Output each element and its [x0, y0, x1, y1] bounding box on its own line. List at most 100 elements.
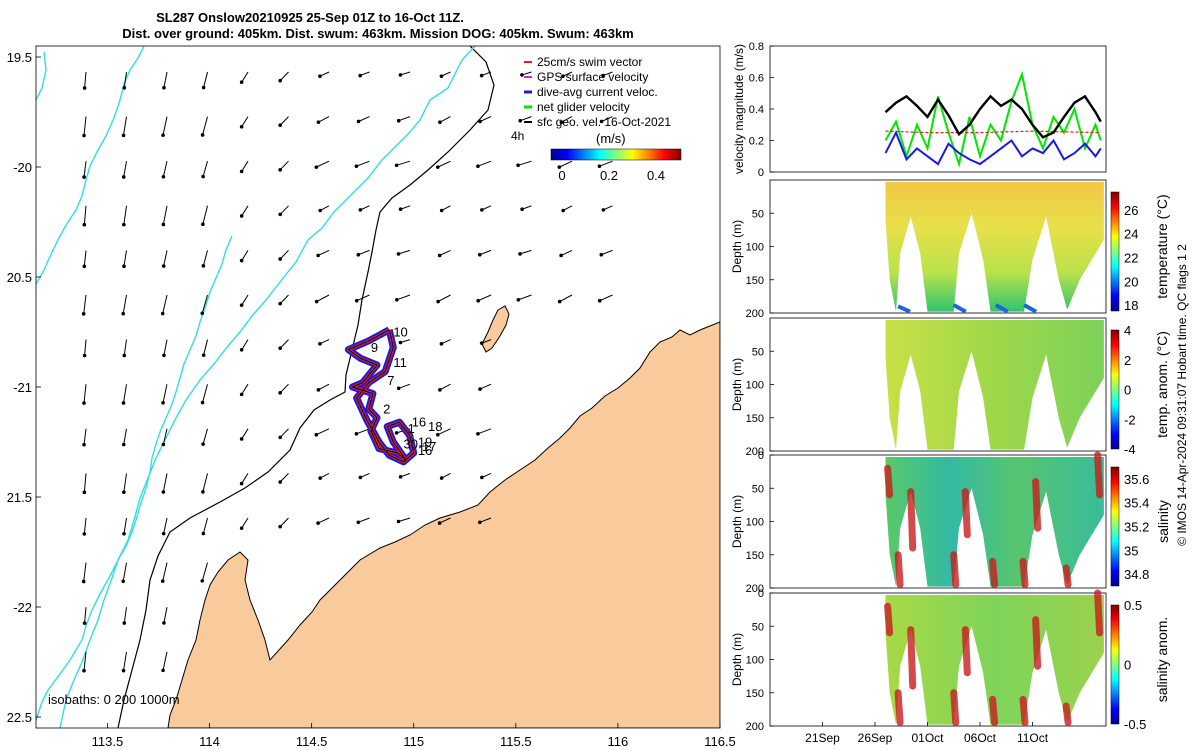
map-cbar-tick: 0.2	[600, 168, 618, 183]
day-label: 16	[418, 443, 432, 458]
velocity-arrow-head	[480, 476, 484, 480]
velocity-arrow	[124, 161, 127, 177]
velocity-arrow	[163, 473, 167, 492]
section-ytick-label: 100	[746, 655, 764, 667]
velocity-arrow-head	[202, 353, 206, 357]
velocity-arrow	[600, 295, 613, 301]
velocity-arrow-head	[316, 521, 320, 525]
velocity-arrow-head	[240, 482, 244, 486]
velocity-arrow-head	[359, 476, 363, 480]
velocity-arrow-head	[480, 208, 484, 212]
section-ylabel: Depth (m)	[730, 358, 744, 411]
section-xtick-label: 01Oct	[911, 731, 944, 745]
section-ytick-label: 50	[752, 483, 764, 495]
velocity-arrow-head	[82, 580, 86, 584]
velocity-arrow-head	[122, 223, 126, 227]
section-colorbar	[1111, 192, 1119, 311]
velocity-arrow	[242, 429, 248, 439]
velocity-arrow-head	[480, 341, 484, 345]
section-streak	[1023, 699, 1025, 722]
velocity-arrow-head	[82, 134, 86, 138]
velocity-arrow-head	[399, 207, 403, 211]
velocity-arrow-head	[518, 119, 522, 123]
day-label: 2	[383, 401, 390, 416]
velocity-arrow-head	[602, 208, 606, 212]
velocity-arrow	[124, 384, 127, 403]
velocity-arrow-head	[318, 476, 322, 480]
isobaths-label: isobaths: 0 200 1000m	[48, 692, 180, 707]
velocity-arrow	[438, 295, 450, 302]
section-ytick-label: 100	[746, 242, 764, 254]
day-label: 30	[404, 437, 418, 452]
velocity-arrow-head	[359, 208, 363, 212]
velocity-arrow	[599, 161, 612, 166]
age-label: 4h	[511, 129, 524, 143]
velocity-arrow-head	[440, 342, 444, 346]
velocity-arrow-head	[520, 73, 524, 77]
colorbar-tick-label: -4	[1124, 442, 1136, 457]
velocity-arrow	[163, 161, 167, 177]
map-panel: 1091172161 181930 1716 113.5 114 114.5 115 115…	[7, 46, 736, 749]
velocity-arrow-head	[476, 299, 480, 303]
credit-line: © IMOS 14-Apr-2024 09:31:07 Hobart time.…	[1175, 244, 1189, 546]
map-xtick-label: 116.5	[704, 734, 736, 749]
colorbar-tick-label: 0	[1124, 658, 1131, 673]
velocity-arrow-head	[161, 133, 165, 137]
section-ytick-label: 0	[758, 588, 764, 600]
velocity-arrow	[478, 429, 491, 434]
velocity-arrow-head	[438, 120, 442, 124]
velocity-arrow	[204, 340, 208, 356]
velocity-arrow-head	[122, 86, 126, 90]
velocity-arrow-head	[200, 311, 204, 315]
velocity-arrow	[124, 607, 126, 623]
velocity-arrow	[242, 340, 248, 350]
section-streak	[911, 630, 913, 687]
velocity-arrow-head	[440, 209, 444, 213]
velocity-arrow	[84, 384, 86, 403]
map-colorbar	[551, 149, 681, 160]
velocity-arrow-head	[82, 443, 86, 447]
velocity-arrow	[242, 384, 248, 394]
velocity-arrow-head	[83, 491, 87, 495]
velocity-arrow	[203, 117, 208, 135]
section-streak	[888, 468, 890, 495]
colorbar-tick-label: 35.2	[1124, 520, 1149, 535]
section-streak	[1036, 482, 1038, 529]
velocity-arrow-head	[202, 532, 206, 536]
velocity-arrow-head	[200, 579, 204, 583]
map-xtick-label: 114	[199, 734, 220, 749]
colorbar-tick-label: 26	[1124, 203, 1138, 218]
velocity-arrow	[84, 206, 86, 225]
velocity-ytick-label: 0.2	[749, 136, 764, 148]
velocity-arrow	[84, 518, 86, 534]
colorbar-tick-label: 34.8	[1124, 567, 1149, 582]
velocity-arrow	[397, 161, 410, 165]
velocity-arrow	[203, 161, 207, 176]
section-ytick-label: 50	[752, 208, 764, 220]
colorbar-tick-label: 35.6	[1124, 472, 1149, 487]
day-labels: 1091172161 181930 1716	[371, 324, 443, 458]
velocity-arrow-head	[240, 80, 244, 84]
velocity-arrow	[84, 295, 86, 314]
section-ytick-label: 150	[746, 550, 764, 562]
velocity-arrow	[203, 473, 208, 491]
velocity-arrow-head	[278, 257, 282, 261]
velocity-arrow-head	[438, 521, 442, 525]
velocity-arrow-head	[397, 387, 401, 391]
velocity-arrow-head	[240, 437, 244, 441]
map-ytick-label: -21	[13, 380, 32, 395]
section-streak	[965, 492, 967, 535]
velocity-arrow-head	[201, 222, 205, 226]
colorbar-label: salinity	[1155, 500, 1171, 543]
velocity-arrow-head	[399, 475, 403, 479]
legend-swim: 25cm/s swim vector	[537, 55, 642, 69]
velocity-arrow	[560, 295, 572, 302]
section-ylabel: Depth (m)	[730, 495, 744, 548]
day-label: 7	[387, 373, 394, 388]
velocity-arrow	[163, 384, 167, 403]
velocity-arrow	[518, 161, 531, 165]
velocity-arrow-head	[162, 621, 166, 625]
velocity-arrow-head	[240, 348, 244, 352]
velocity-arrow-head	[598, 299, 602, 303]
velocity-arrow-head	[316, 254, 320, 258]
